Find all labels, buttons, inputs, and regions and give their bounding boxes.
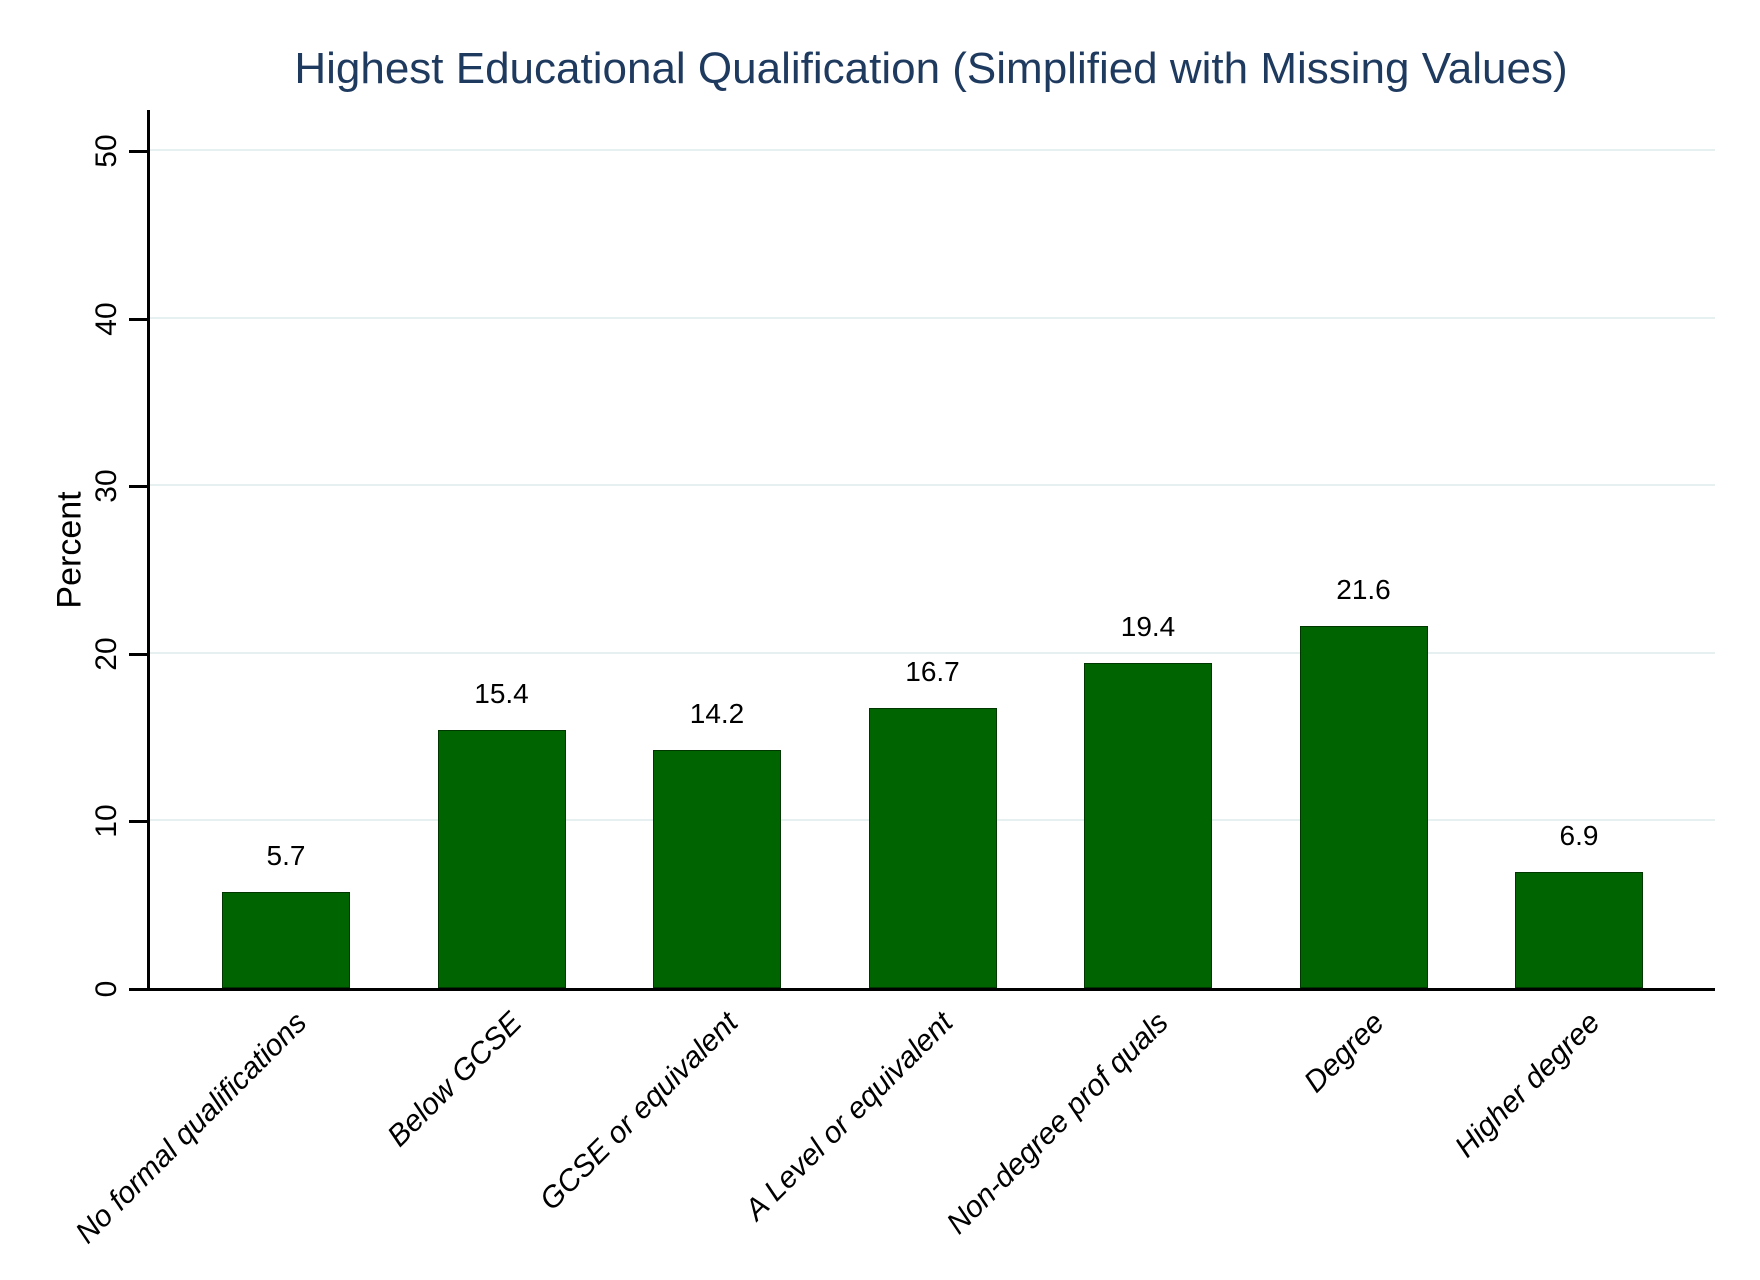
y-tick-label-text: 40 xyxy=(90,302,123,336)
gridline-50 xyxy=(150,149,1715,151)
bar-7 xyxy=(1515,872,1643,988)
y-tick-50 xyxy=(129,150,147,153)
value-label-text: 19.4 xyxy=(1120,611,1176,642)
value-label-text: 6.9 xyxy=(1559,820,1599,851)
y-axis-title-text: Percent xyxy=(50,491,89,609)
x-category-label-text: Non-degree prof quals xyxy=(940,1006,1176,1241)
x-category-label-text: Higher degree xyxy=(1448,1006,1607,1164)
value-label-text: 14.2 xyxy=(689,698,745,729)
y-tick-label-text: 10 xyxy=(90,804,123,838)
x-category-label-text: GCSE or equivalent xyxy=(533,1006,745,1217)
value-label-text: 21.6 xyxy=(1336,574,1391,605)
value-label-text: 5.7 xyxy=(266,840,306,871)
bar-5 xyxy=(1084,663,1212,988)
bar-1 xyxy=(222,892,350,988)
y-tick-label-text: 50 xyxy=(90,134,123,168)
bar-2 xyxy=(438,730,566,988)
y-tick-0 xyxy=(129,988,147,991)
bar-4 xyxy=(869,708,997,988)
y-tick-20 xyxy=(129,653,147,656)
gridline-30 xyxy=(150,484,1715,486)
gridline-20 xyxy=(150,652,1715,654)
y-tick-label-text: 0 xyxy=(90,980,123,998)
y-tick-40 xyxy=(129,318,147,321)
y-tick-30 xyxy=(129,485,147,488)
chart-title: Highest Educational Qualification (Simpl… xyxy=(294,44,1568,93)
y-tick-label-text: 30 xyxy=(90,469,123,503)
bar-3 xyxy=(653,750,781,988)
x-category-label-text: Below GCSE xyxy=(381,1006,529,1154)
x-category-label-text: A Level or equivalent xyxy=(739,1006,960,1227)
gridline-40 xyxy=(150,317,1715,319)
y-tick-label-text: 20 xyxy=(90,637,123,671)
bar-6 xyxy=(1300,626,1428,988)
plot-area xyxy=(147,110,1715,991)
x-category-label-text: Degree xyxy=(1297,1006,1391,1099)
value-label-text: 16.7 xyxy=(905,656,960,687)
y-tick-10 xyxy=(129,820,147,823)
x-category-label-text: No formal qualifications xyxy=(69,1006,314,1250)
value-label-text: 15.4 xyxy=(474,678,529,709)
